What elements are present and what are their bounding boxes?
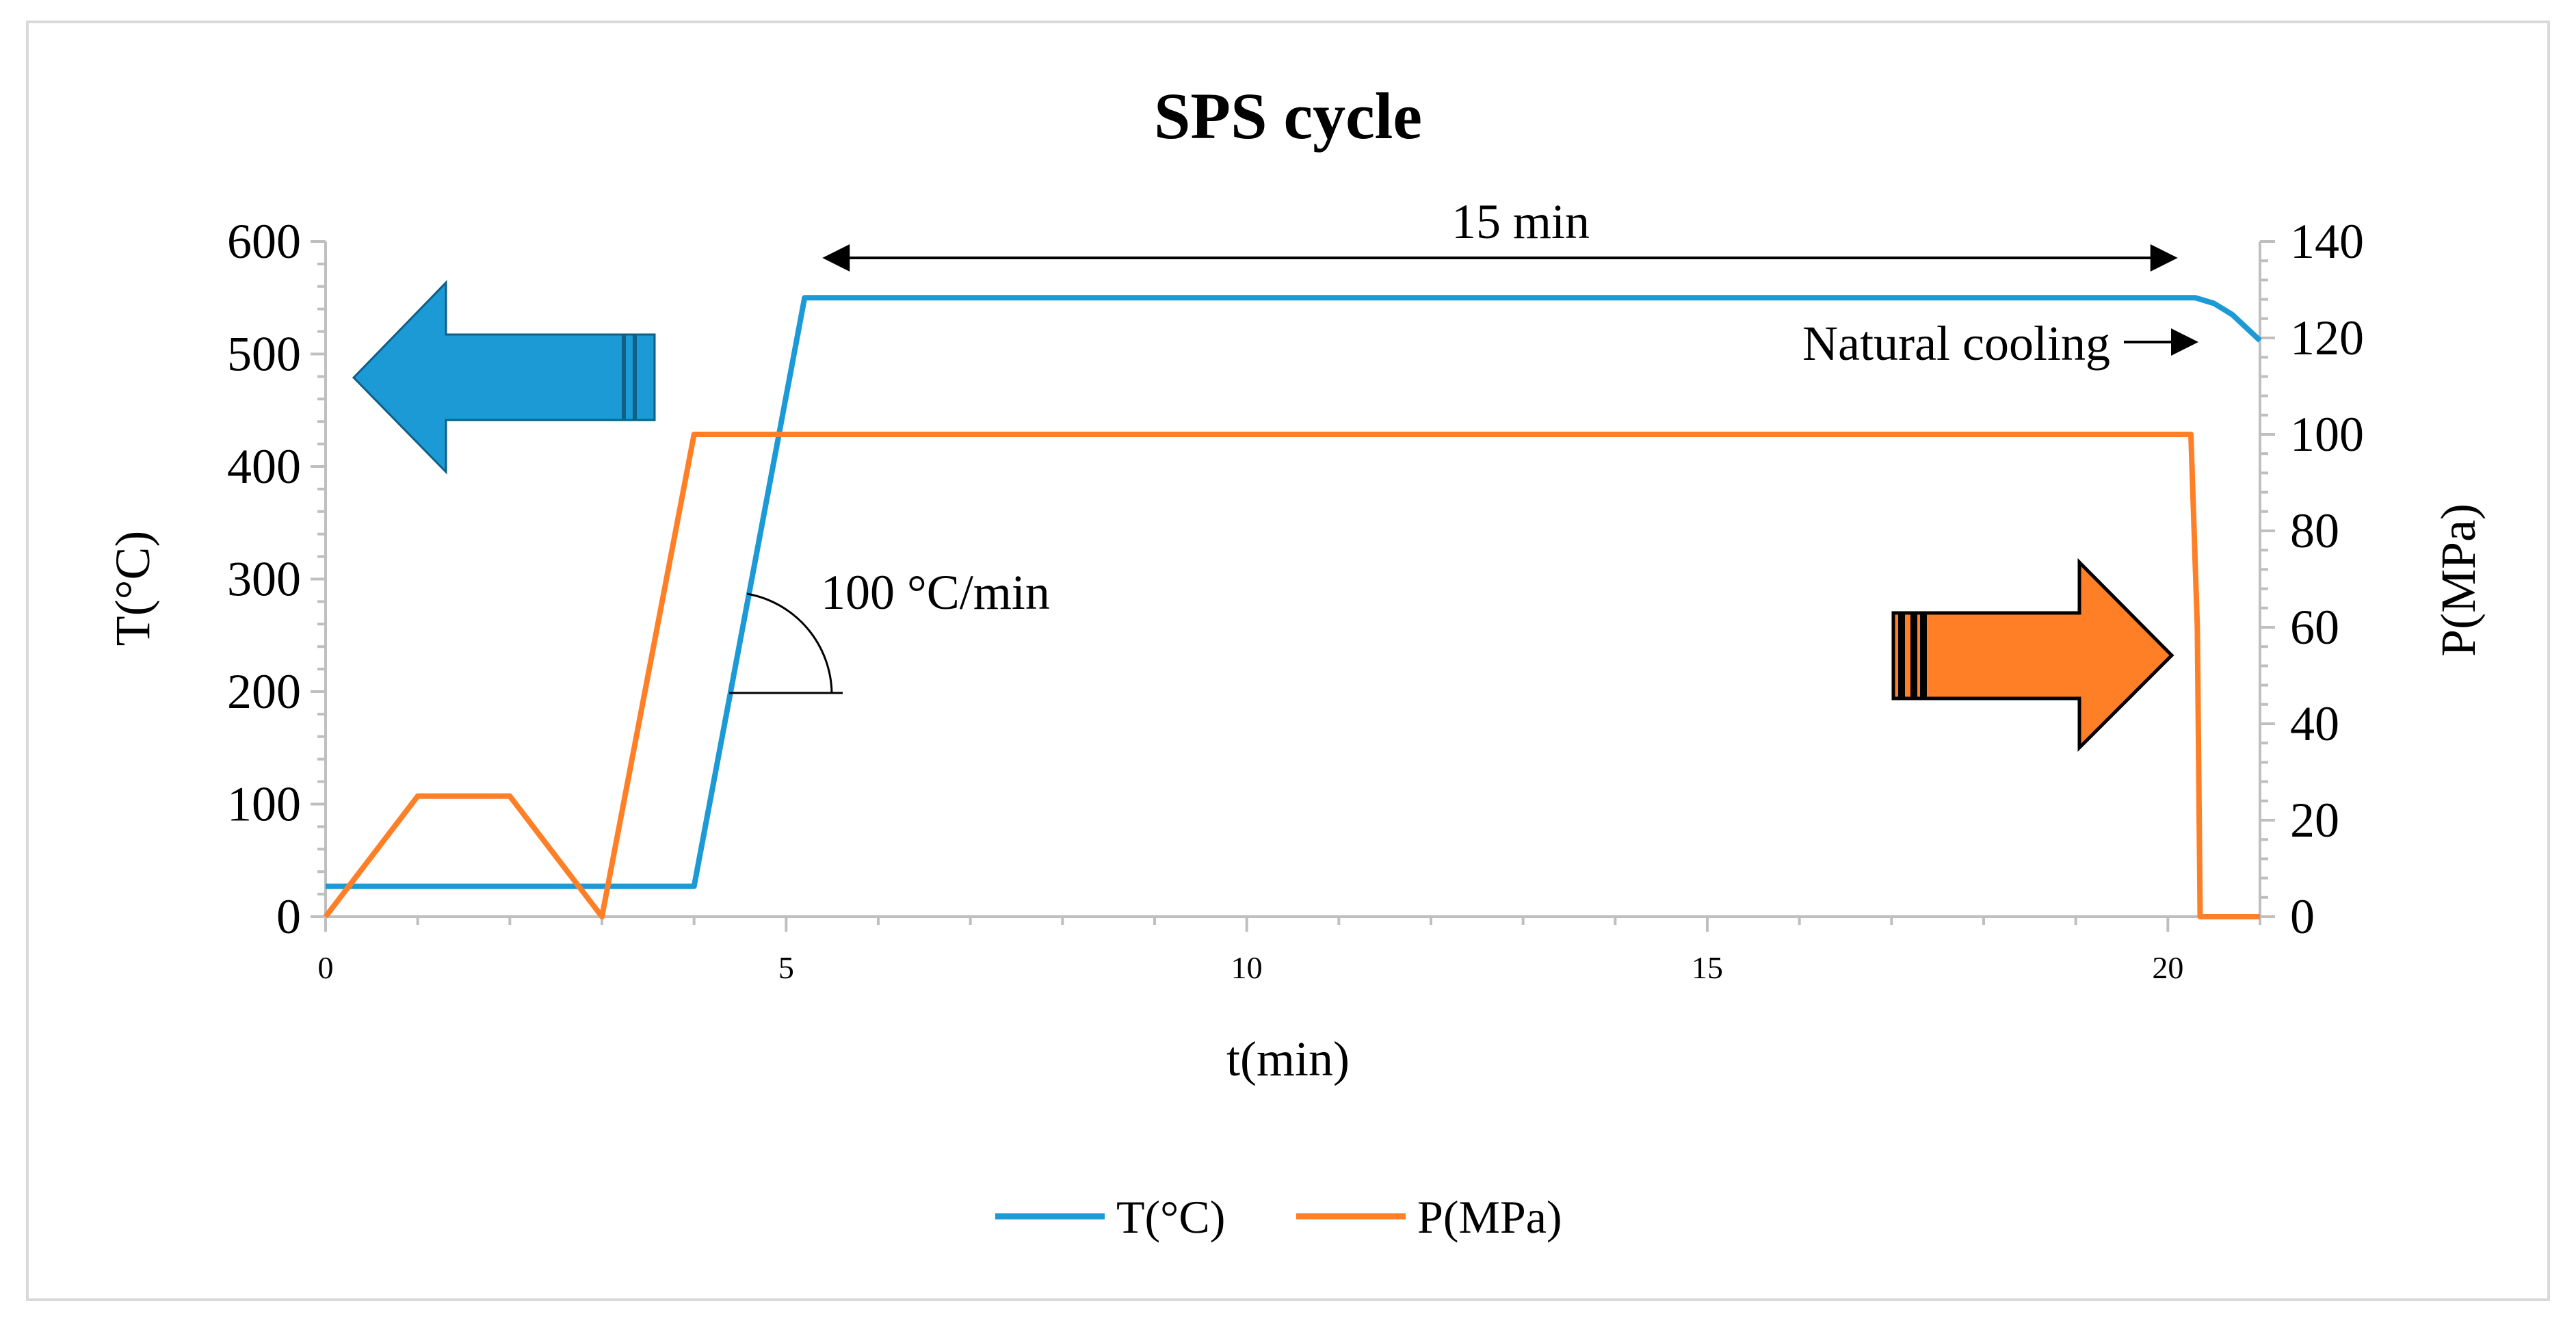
- pressure-axis-arrow: [1891, 558, 2174, 752]
- slope-label: 100 °C/min: [821, 565, 1050, 620]
- y-right-tick-label: 120: [2290, 311, 2364, 365]
- y-right-tick-label: 40: [2290, 696, 2339, 751]
- y-right-tick-label: 60: [2290, 600, 2339, 655]
- x-tick-label: 15: [1692, 950, 1723, 985]
- x-tick-label: 5: [778, 950, 794, 985]
- y-left-tick-label: 100: [227, 777, 301, 832]
- y-right-tick-label: 80: [2290, 503, 2339, 558]
- y-right-tick-label: 20: [2290, 793, 2339, 848]
- axes: 0 100 200 300 400 500 600 0 20 40 60 80 100 120 140 0 5 1…: [227, 214, 2364, 985]
- y-left-tick-label: 500: [227, 327, 301, 382]
- natural-cooling-label: Natural cooling: [1802, 316, 2110, 371]
- annotations: 15 min 100 °C/min Natural cooling: [729, 194, 2198, 694]
- legend: T(°C) P(MPa): [995, 1191, 1562, 1243]
- x-tick-label: 10: [1231, 950, 1263, 985]
- pressure-series-line: [323, 432, 2260, 919]
- y-axis-right-label: P(MPa): [2431, 503, 2486, 657]
- y-right-tick-label: 140: [2290, 214, 2364, 269]
- series-lines: [323, 295, 2262, 919]
- duration-label: 15 min: [1451, 194, 1590, 249]
- legend-label-temperature: T(°C): [1116, 1191, 1225, 1243]
- y-left-tick-label: 300: [227, 552, 301, 607]
- y-left-tick-label: 0: [276, 889, 301, 944]
- chart-title: SPS cycle: [1154, 79, 1422, 153]
- x-tick-label: 0: [318, 950, 334, 985]
- temperature-axis-arrow: [352, 280, 656, 475]
- y-right-tick-label: 0: [2290, 889, 2315, 944]
- y-left-tick-label: 400: [227, 439, 301, 494]
- x-axis-label: t(min): [1226, 1032, 1350, 1086]
- temperature-series-line: [326, 295, 2262, 889]
- slope-angle-arc: [746, 592, 833, 694]
- legend-label-pressure: P(MPa): [1417, 1191, 1562, 1243]
- x-tick-label: 20: [2152, 950, 2183, 985]
- y-left-tick-label: 600: [227, 214, 301, 269]
- y-axis-left-label: T(°C): [105, 531, 160, 646]
- y-right-tick-label: 100: [2290, 407, 2364, 462]
- y-left-tick-label: 200: [227, 664, 301, 719]
